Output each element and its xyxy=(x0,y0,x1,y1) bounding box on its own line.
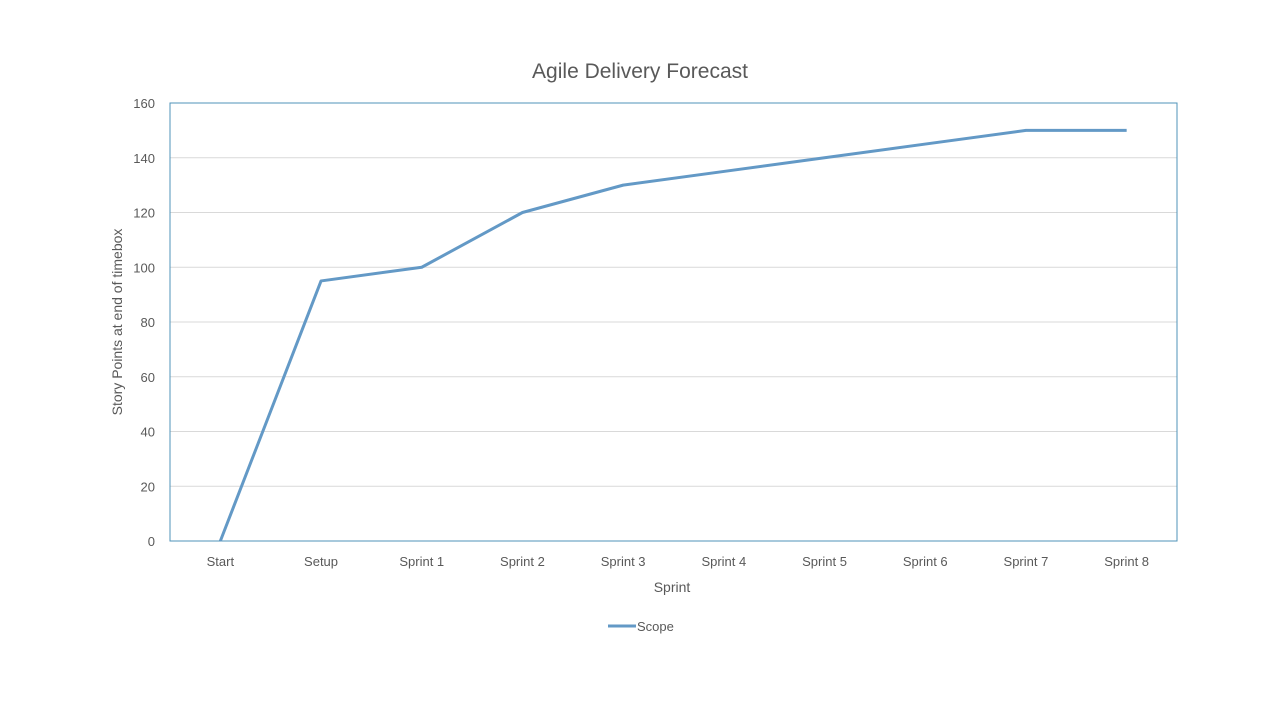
y-tick-label: 60 xyxy=(141,370,155,385)
x-tick-label: Sprint 6 xyxy=(903,554,948,569)
y-tick-label: 160 xyxy=(133,96,155,111)
x-axis-ticks: Start Setup Sprint 1 Sprint 2 Sprint 3 Sprint… xyxy=(207,554,1149,569)
x-tick-label: Start xyxy=(207,554,235,569)
y-axis-label: Story Points at end of timebox xyxy=(109,229,125,416)
x-tick-label: Sprint 1 xyxy=(399,554,444,569)
x-tick-label: Sprint 5 xyxy=(802,554,847,569)
x-tick-label: Setup xyxy=(304,554,338,569)
x-tick-label: Sprint 7 xyxy=(1004,554,1049,569)
x-tick-label: Sprint 8 xyxy=(1104,554,1149,569)
y-tick-label: 140 xyxy=(133,151,155,166)
y-tick-label: 0 xyxy=(148,534,155,549)
y-tick-label: 120 xyxy=(133,206,155,221)
gridlines xyxy=(170,157,1177,487)
x-tick-label: Sprint 3 xyxy=(601,554,646,569)
y-tick-label: 100 xyxy=(133,260,155,275)
series-group xyxy=(218,128,1127,542)
y-tick-label: 40 xyxy=(141,425,155,440)
x-tick-label: Sprint 2 xyxy=(500,554,545,569)
legend-label-scope: Scope xyxy=(637,619,674,634)
y-tick-label: 20 xyxy=(141,479,155,494)
x-axis-label: Sprint xyxy=(654,579,691,595)
legend: Scope xyxy=(608,619,674,634)
y-axis-ticks: 0 20 40 60 80 100 120 140 160 xyxy=(133,96,155,549)
chart-title: Agile Delivery Forecast xyxy=(532,60,748,83)
plot-area-frame xyxy=(169,102,1178,542)
x-tick-label: Sprint 4 xyxy=(701,554,746,569)
y-tick-label: 80 xyxy=(141,315,155,330)
series-line-scope xyxy=(218,128,1127,542)
